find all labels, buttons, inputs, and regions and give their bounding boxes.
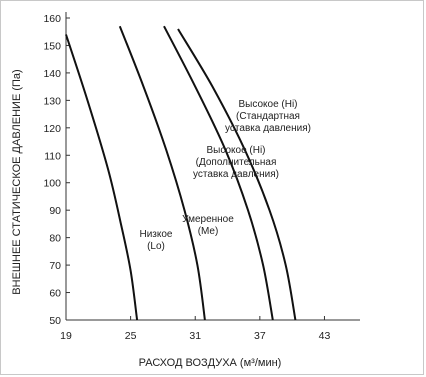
y-tick-label: 90	[49, 205, 61, 217]
axes: 50 60 70 80 90 100 110 120 130 140 150 160 19 25 31 37 4…	[43, 12, 360, 342]
y-tick-label: 140	[43, 68, 61, 80]
curve-label-high-standard: Высокое (Hi) (Стандартная уставка давления…	[225, 99, 311, 134]
curve-label-low: Низкое (Lo)	[139, 229, 172, 252]
series-line-low	[65, 34, 139, 321]
x-tick-label: 31	[189, 330, 201, 342]
y-tick-label: 150	[43, 40, 61, 52]
y-tick-label: 70	[49, 260, 61, 272]
series-group	[65, 25, 297, 321]
y-tick-label: 110	[44, 150, 61, 162]
series-line-high-standard	[177, 28, 297, 321]
y-tick-label: 60	[49, 288, 61, 300]
y-tick-label: 130	[43, 95, 61, 107]
y-tick-label: 160	[43, 13, 61, 25]
series-line-high-extra	[163, 25, 274, 321]
curve-labels: Низкое (Lo) Умеренное (Me) Высокое (Hi) (Допо…	[139, 99, 310, 252]
x-tick-label: 43	[319, 330, 331, 342]
x-tick-label: 25	[125, 330, 137, 342]
x-tick-label: 37	[254, 330, 266, 342]
y-tick-label: 100	[43, 178, 61, 190]
x-axis-title: РАСХОД ВОЗДУХА (м³/мин)	[139, 357, 282, 369]
y-tick-label: 80	[49, 233, 61, 245]
x-tick-label: 19	[60, 330, 72, 342]
series-line-medium	[118, 25, 206, 321]
y-tick-label: 50	[49, 315, 61, 327]
y-axis-title: ВНЕШНЕЕ СТАТИЧЕСКОЕ ДАВЛЕНИЕ (Па)	[11, 69, 23, 294]
curve-label-high-extra: Высокое (Hi) (Дополнительная уставка давле…	[193, 145, 279, 180]
curve-label-medium: Умеренное (Me)	[182, 214, 234, 237]
y-tick-label: 120	[43, 123, 61, 135]
